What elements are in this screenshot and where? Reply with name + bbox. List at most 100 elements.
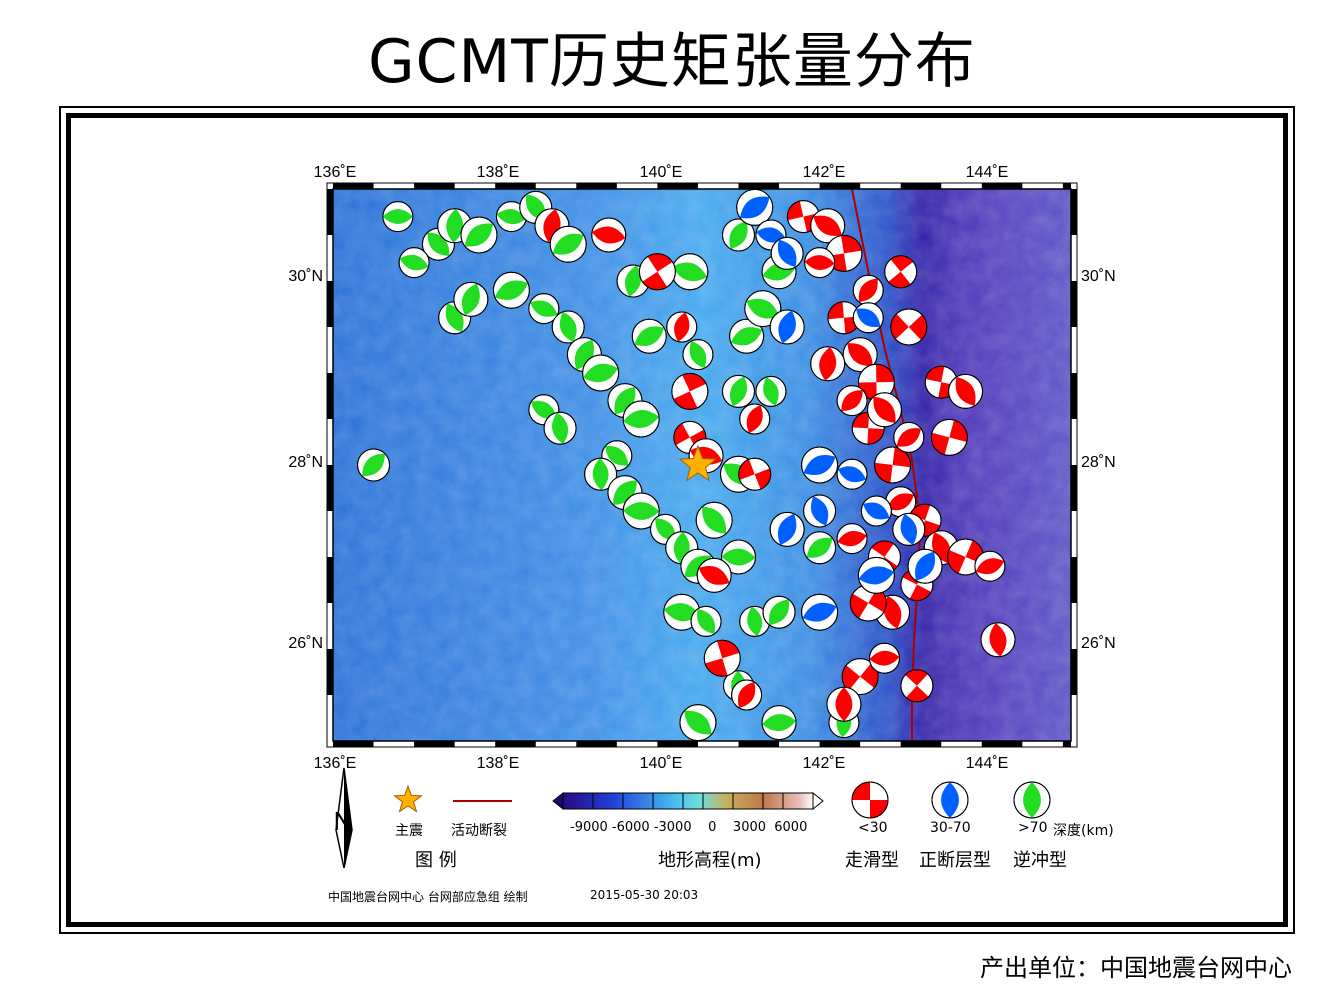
north-arrow-icon: N — [334, 767, 353, 869]
topography-colorbar — [552, 791, 824, 811]
focal-mechanism-shallow — [591, 217, 627, 253]
producer-unit: 产出单位：中国地震台网中心 — [980, 954, 1292, 982]
focal-mechanism-intermediate — [803, 494, 837, 528]
focal-mechanism-shallow — [804, 247, 836, 279]
focal-mechanism-shallow — [731, 679, 763, 711]
focal-mechanism-shallow — [890, 308, 928, 346]
focal-mechanism-deep — [690, 605, 722, 637]
focal-mechanism-shallow — [666, 311, 698, 343]
focal-mechanism-deep — [453, 281, 489, 317]
credit-timestamp: 2015-05-30 20:03 — [590, 888, 699, 902]
page-title: GCMT历史矩张量分布 — [368, 27, 976, 97]
focal-mechanism-shallow — [810, 346, 846, 382]
focal-mechanism-shallow — [866, 392, 902, 428]
credit-organization: 中国地震台网中心 台网部应急组 绘制 — [328, 890, 528, 904]
mainshock-star — [678, 444, 718, 482]
depth-label-shallow: <30 — [858, 820, 888, 836]
focal-mechanism-shallow — [900, 669, 934, 703]
focal-mechanism-shallow — [842, 337, 878, 373]
lon-tick-bottom-136: 136˚E — [314, 755, 357, 772]
focal-mechanism-deep — [682, 339, 714, 371]
focal-mechanism-shallow — [980, 622, 1016, 658]
lat-tick-left-28: 28˚N — [288, 454, 323, 471]
outer-frame — [59, 106, 1295, 934]
focal-mechanism-deep — [744, 290, 782, 328]
focal-mechanism-deep — [720, 539, 756, 575]
focal-mechanism-intermediate — [769, 309, 805, 345]
legend-normal-icon — [931, 781, 969, 819]
focal-mechanism-deep — [622, 492, 660, 530]
focal-mechanism-shallow — [836, 523, 868, 555]
lat-tick-left-26: 26˚N — [288, 635, 323, 652]
active-fault-line — [851, 189, 922, 741]
focal-mechanism-deep — [721, 374, 755, 408]
focal-mechanism-deep — [755, 375, 787, 407]
lon-tick-top-142: 142˚E — [803, 164, 846, 181]
focal-mechanism-shallow — [930, 418, 968, 456]
fault-label: 活动断裂 — [451, 823, 507, 839]
depth-label-deep: >70 — [1018, 820, 1048, 836]
mainshock-layer — [678, 444, 718, 482]
focal-mechanism-shallow — [852, 274, 884, 306]
focal-mechanism-deep — [721, 218, 755, 252]
focal-mechanism-shallow — [974, 550, 1006, 582]
map-frame — [326, 182, 1078, 748]
topo-title: 地形高程(m) — [658, 850, 762, 871]
lon-tick-bottom-140: 140˚E — [640, 755, 683, 772]
focal-mechanism-shallow — [893, 421, 925, 453]
lon-tick-bottom-142: 142˚E — [803, 755, 846, 772]
focal-mechanism-intermediate — [736, 189, 774, 226]
focal-mechanism-intermediate — [852, 302, 884, 334]
legend-thrust-icon — [1013, 781, 1051, 819]
lon-tick-bottom-144: 144˚E — [966, 755, 1009, 772]
lon-tick-top-144: 144˚E — [966, 164, 1009, 181]
focal-mechanism-intermediate — [860, 495, 892, 527]
depth-label-intermediate: 30-70 — [930, 820, 971, 836]
focal-mechanism-deep — [679, 704, 717, 741]
focal-mechanism-shallow — [671, 372, 709, 410]
focal-mechanism-deep — [495, 201, 527, 233]
inner-frame — [66, 113, 1288, 927]
focal-mechanism-deep — [357, 448, 391, 482]
focal-mechanism-deep — [803, 531, 837, 565]
focal-mechanism-intermediate — [770, 236, 804, 270]
focal-mechanism-deep — [382, 201, 414, 233]
focal-mechanism-deep — [492, 271, 530, 309]
lat-tick-left-30: 30˚N — [288, 268, 323, 285]
focal-mechanism-shallow — [703, 639, 741, 677]
focal-mechanism-shallow — [826, 686, 862, 722]
focal-mechanism-deep — [631, 318, 667, 354]
topo-tick-labels: -9000 -6000 -3000 0 3000 6000 — [570, 820, 808, 835]
focal-mechanism-deep — [762, 595, 796, 629]
lon-tick-bottom-138: 138˚E — [477, 755, 520, 772]
focal-mechanism-shallow — [810, 208, 846, 244]
focal-mechanism-deep — [398, 247, 430, 279]
focal-mechanism-shallow — [948, 373, 984, 409]
focal-mechanism-intermediate — [857, 556, 895, 594]
mechanism-legend — [851, 781, 1051, 819]
north-label: N — [334, 806, 353, 836]
focal-mechanism-layer — [357, 189, 1016, 741]
focal-mechanism-intermediate — [801, 593, 839, 631]
focal-mechanism-shallow — [696, 557, 732, 593]
focal-mechanism-intermediate — [892, 512, 926, 546]
focal-mechanism-shallow — [849, 584, 887, 622]
focal-mechanism-shallow — [738, 457, 772, 491]
depth-unit-label: 深度(km) — [1053, 823, 1114, 839]
focal-mechanism-deep — [528, 293, 560, 325]
focal-mechanism-deep — [460, 216, 498, 254]
focal-mechanism-deep — [671, 253, 709, 291]
focal-mechanism-deep — [549, 225, 587, 263]
lon-tick-top-138: 138˚E — [477, 164, 520, 181]
lat-tick-right-26: 26˚N — [1081, 635, 1116, 652]
focal-mechanism-deep — [543, 411, 577, 445]
type-thrust: 逆冲型 — [1013, 850, 1067, 871]
focal-mechanism-deep — [761, 705, 797, 741]
lat-tick-right-28: 28˚N — [1081, 454, 1116, 471]
focal-mechanism-intermediate — [907, 548, 943, 584]
focal-mechanism-shallow — [739, 403, 771, 435]
lon-tick-top-140: 140˚E — [640, 164, 683, 181]
mainshock-label: 主震 — [395, 823, 423, 839]
focal-mechanism-intermediate — [801, 446, 839, 484]
